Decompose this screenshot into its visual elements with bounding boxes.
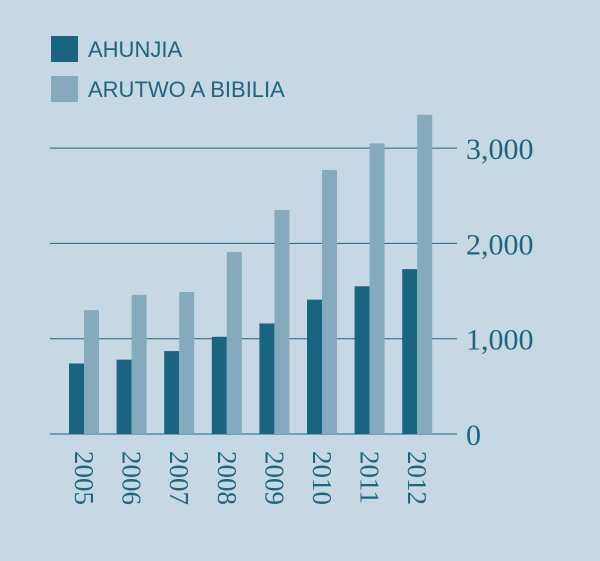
bar-arutwo-a-bibilia-2008 (226, 251, 242, 434)
x-tick-label-2008: 2008 (212, 451, 242, 505)
bar-arutwo-a-bibilia-2012 (417, 114, 433, 435)
legend-item-ahunjia: AHUNJIA (51, 36, 182, 62)
bar-arutwo-a-bibilia-2006 (131, 294, 147, 434)
bar-arutwo-a-bibilia-2010 (322, 170, 337, 435)
bar-ahunjia-2011 (354, 286, 370, 434)
legend: AHUNJIA ARUTWO A BIBILIA (51, 36, 285, 102)
y-tick-label-1000: 1,000 (466, 324, 534, 357)
legend-label-arutwo-a-bibilia: ARUTWO A BIBILIA (88, 77, 285, 102)
legend-label-ahunjia: AHUNJIA (88, 37, 182, 62)
y-tick-label-3000: 3,000 (466, 133, 534, 166)
bar-ahunjia-2008 (211, 336, 227, 434)
bar-arutwo-a-bibilia-2007 (179, 292, 195, 434)
bar-ahunjia-2006 (116, 359, 132, 434)
legend-swatch-arutwo-a-bibilia (51, 76, 78, 102)
y-axis-tick-labels: 0 1,000 2,000 3,000 (466, 133, 534, 452)
x-tick-label-2009: 2009 (259, 451, 289, 505)
bars (69, 114, 433, 435)
bar-arutwo-a-bibilia-2009 (274, 210, 290, 434)
x-axis-tick-labels: 2005 2006 2007 2008 2009 2010 2011 2012 (69, 451, 432, 505)
bar-arutwo-a-bibilia-2005 (84, 310, 99, 434)
bar-ahunjia-2009 (259, 323, 275, 434)
x-tick-label-2007: 2007 (164, 451, 194, 505)
bar-ahunjia-2010 (307, 299, 322, 434)
legend-item-arutwo-a-bibilia: ARUTWO A BIBILIA (51, 76, 285, 102)
x-tick-label-2006: 2006 (117, 451, 147, 505)
bar-ahunjia-2005 (69, 363, 84, 434)
bar-ahunjia-2012 (402, 269, 418, 434)
x-tick-label-2011: 2011 (355, 451, 385, 504)
legend-swatch-ahunjia (51, 36, 78, 62)
x-tick-label-2010: 2010 (307, 451, 337, 505)
bar-ahunjia-2007 (164, 351, 180, 434)
x-tick-label-2012: 2012 (402, 451, 432, 505)
bar-arutwo-a-bibilia-2011 (369, 143, 385, 434)
gridlines (50, 147, 457, 435)
y-tick-label-2000: 2,000 (466, 228, 534, 261)
y-tick-label-0: 0 (466, 419, 481, 452)
x-tick-label-2005: 2005 (69, 451, 99, 505)
